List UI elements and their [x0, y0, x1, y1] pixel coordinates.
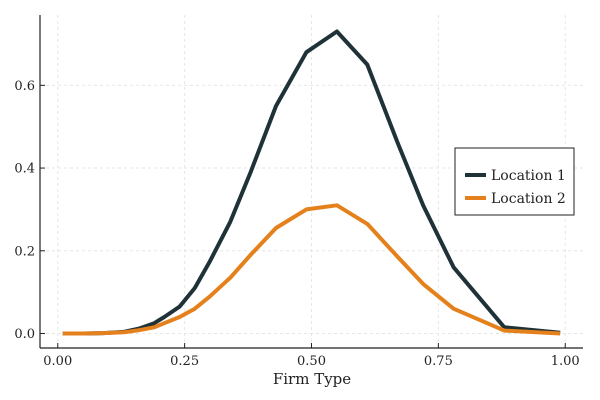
series-line-location-2 — [62, 203, 561, 336]
legend: Location 1 Location 2 — [454, 147, 575, 216]
legend-label-location-2: Location 2 — [491, 191, 566, 207]
x-tick-label: 0.25 — [170, 354, 199, 369]
x-axis-label: Firm Type — [273, 370, 351, 388]
x-tick-label: 1.00 — [551, 354, 580, 369]
y-tick-label: 0.4 — [14, 162, 35, 177]
x-tick-label: 0.50 — [297, 354, 326, 369]
y-tick-label: 0.2 — [14, 244, 35, 259]
y-tick-label: 0.6 — [14, 79, 35, 94]
tick-marks: 0.00 0.25 0.50 0.75 1.00 0.0 0.2 0.4 0.6 — [14, 79, 579, 369]
series-lines — [62, 29, 561, 336]
legend-label-location-1: Location 1 — [491, 168, 566, 184]
x-tick-label: 0.00 — [43, 354, 72, 369]
y-tick-label: 0.0 — [14, 327, 35, 342]
x-tick-label: 0.75 — [424, 354, 453, 369]
legend-box — [454, 147, 575, 216]
